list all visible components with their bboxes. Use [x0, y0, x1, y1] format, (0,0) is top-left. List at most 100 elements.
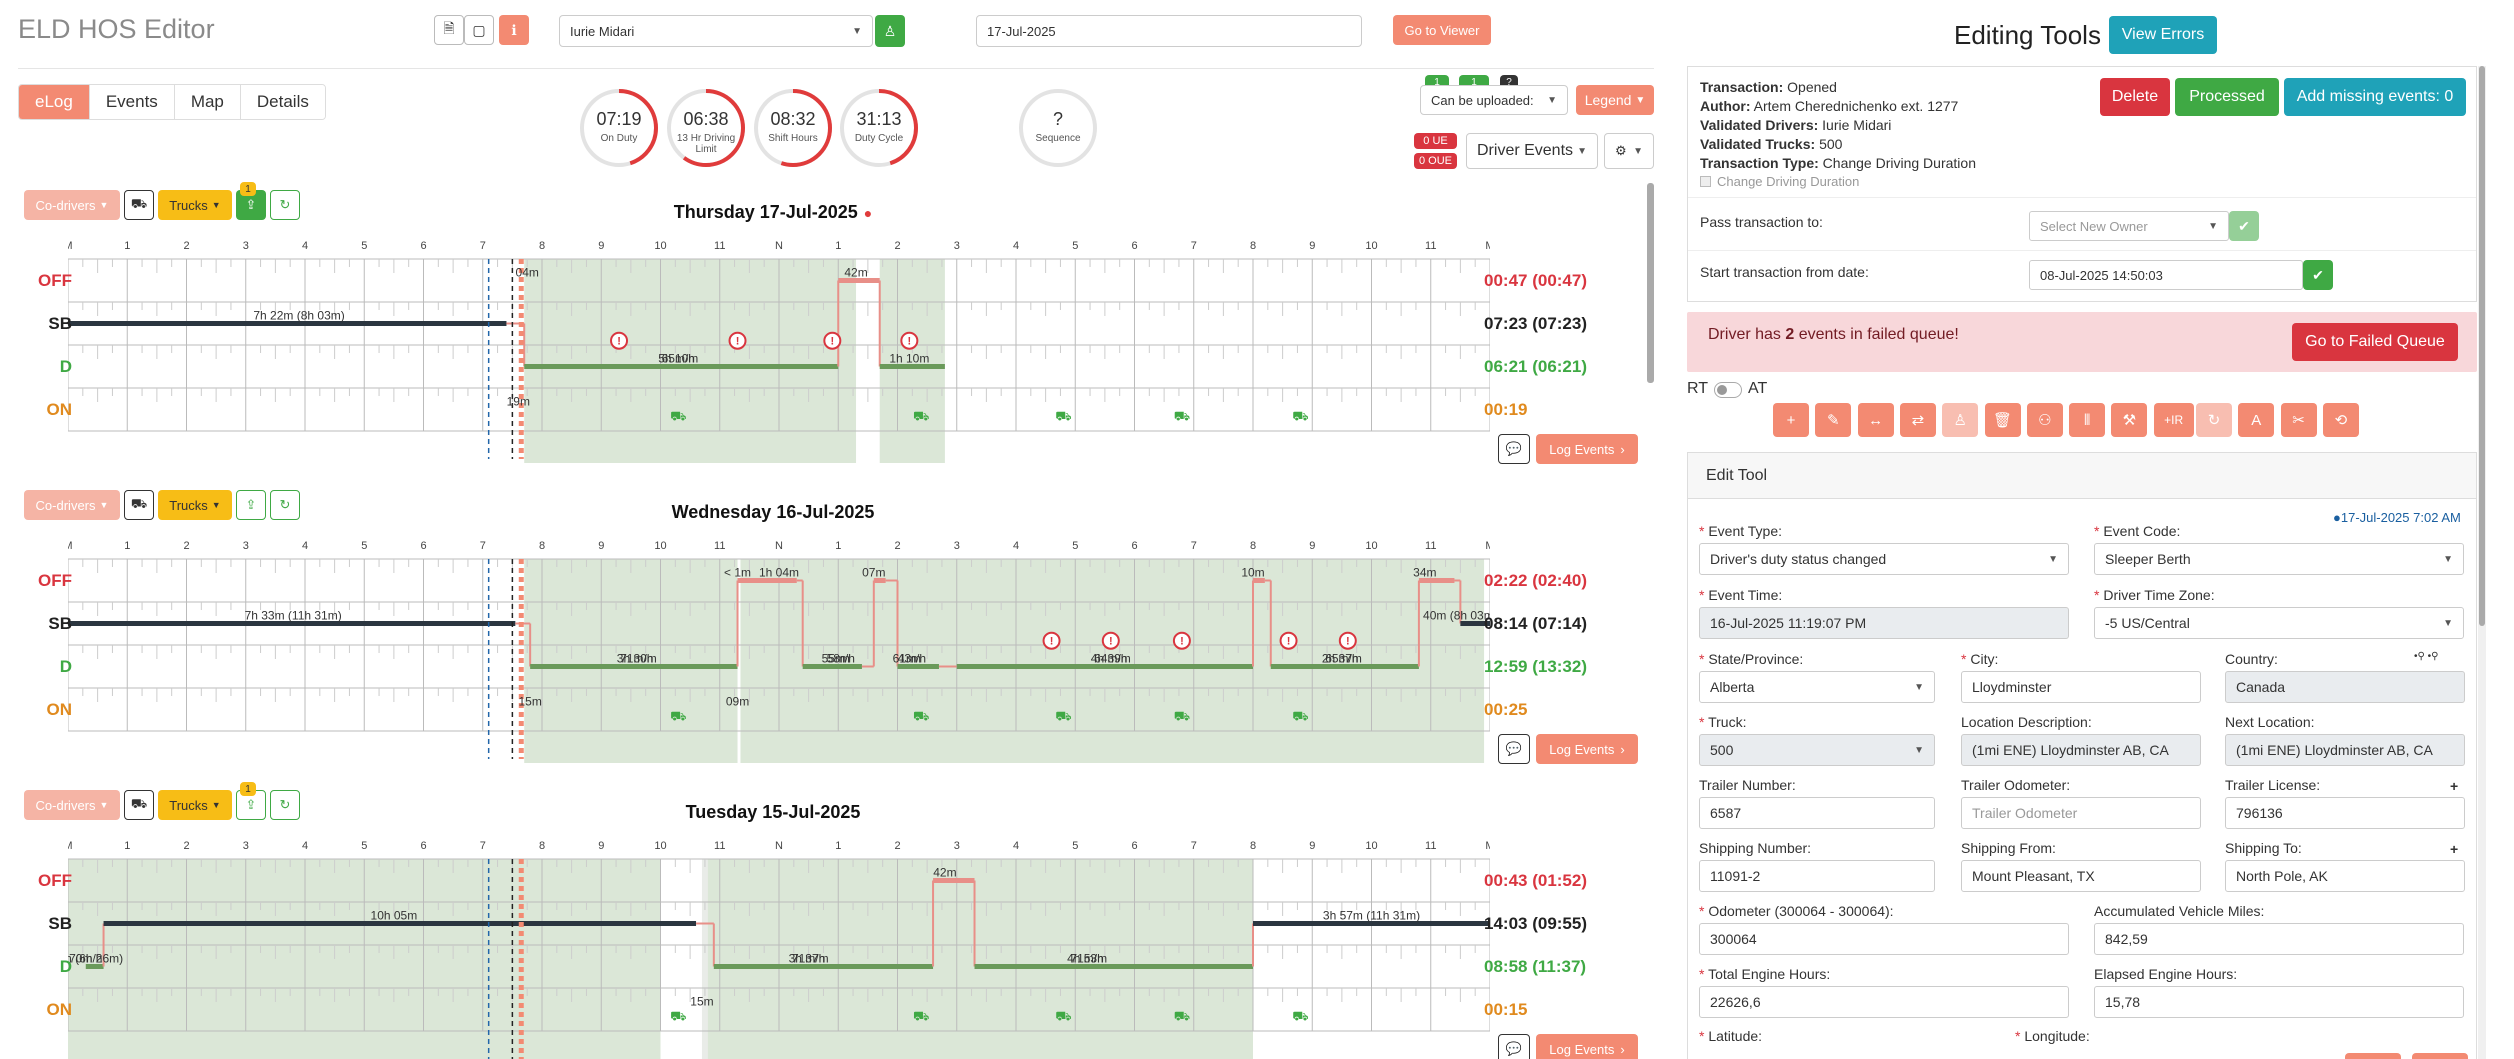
- note-icon-button[interactable]: ▢: [464, 15, 494, 45]
- upload-icon-button[interactable]: ⇪: [236, 490, 266, 520]
- log-events-button[interactable]: Log Events ›: [1536, 434, 1638, 464]
- truck-icon-button[interactable]: ⛟: [124, 190, 154, 220]
- pencil-tool-button[interactable]: ✎: [1815, 403, 1852, 437]
- confirm-start-button[interactable]: ✔: [2303, 260, 2333, 290]
- row-label-on: ON: [46, 699, 73, 719]
- shipping-add-icon[interactable]: +: [2450, 841, 2459, 857]
- right-scrollbar-thumb[interactable]: [2479, 66, 2485, 626]
- coord-button-0[interactable]: [2345, 1053, 2401, 1059]
- ship-from-input[interactable]: Mount Pleasant, TX: [1961, 860, 2201, 892]
- warning-icon: [823, 331, 842, 350]
- coord-button-1[interactable]: [2412, 1053, 2468, 1059]
- refresh-button[interactable]: ↻: [270, 490, 300, 520]
- truck-input[interactable]: 500 ▼: [1699, 734, 1935, 766]
- tab-elog[interactable]: eLog: [19, 85, 90, 119]
- codrivers-button[interactable]: Co-drivers ▼: [24, 790, 120, 820]
- trash-tool-button[interactable]: 🗑: [1984, 403, 2021, 437]
- events-select[interactable]: Driver Events ▼: [1466, 133, 1598, 169]
- view-errors-button[interactable]: View Errors: [2109, 16, 2217, 54]
- comment-button[interactable]: 💬: [1498, 1034, 1530, 1059]
- user-tool-button[interactable]: ♙: [1942, 403, 1979, 437]
- document-icon-button[interactable]: 🗎: [434, 15, 464, 45]
- city-input[interactable]: Lloydminster: [1961, 671, 2201, 703]
- change-duration-checkbox-row[interactable]: Change Driving Duration: [1700, 174, 1859, 189]
- start-date-input[interactable]: 08-Jul-2025 14:50:03: [2029, 260, 2303, 290]
- settings-select[interactable]: ⚙ ▼: [1604, 133, 1654, 169]
- driver-select[interactable]: Iurie Midari ▼: [559, 15, 873, 47]
- plus-tool-button[interactable]: +: [1773, 403, 1809, 437]
- truck-icon-button[interactable]: ⛟: [124, 490, 154, 520]
- trailer-odo-input[interactable]: Trailer Odometer: [1961, 797, 2201, 829]
- new-owner-select[interactable]: Select New Owner ▼: [2029, 211, 2229, 241]
- history-tool-button[interactable]: ⟲: [2322, 403, 2359, 437]
- loc-desc-input[interactable]: (1mi ENE) Lloydminster AB, CA: [1961, 734, 2201, 766]
- trucks-button[interactable]: Trucks ▼: [158, 790, 232, 820]
- columns-tool-button[interactable]: ⫴: [2069, 403, 2106, 437]
- ship-num-input[interactable]: 11091-2: [1699, 860, 1935, 892]
- trailer-num-input[interactable]: 6587: [1699, 797, 1935, 829]
- codrivers-button[interactable]: Co-drivers ▼: [24, 190, 120, 220]
- trucks-button[interactable]: Trucks ▼: [158, 190, 232, 220]
- upload-select[interactable]: Can be uploaded: ▼: [1420, 85, 1568, 115]
- event-type-input[interactable]: Driver's duty status changed ▼: [1699, 543, 2069, 575]
- plus-ir-tool-button[interactable]: +IR: [2153, 403, 2194, 437]
- ship-to-input[interactable]: North Pole, AK: [2225, 860, 2465, 892]
- tab-map[interactable]: Map: [174, 85, 241, 119]
- ship-to-label: Shipping To:: [2225, 840, 2302, 856]
- acc-miles-input[interactable]: 842,59: [2094, 923, 2464, 955]
- eng-hours-input[interactable]: 22626,6: [1699, 986, 2069, 1018]
- driver-profile-button[interactable]: ♙: [875, 15, 905, 47]
- legend-button[interactable]: Legend ▼: [1576, 85, 1654, 115]
- refresh-button[interactable]: ↻: [270, 790, 300, 820]
- log-events-button[interactable]: Log Events ›: [1536, 734, 1638, 764]
- event-time-input[interactable]: 16-Jul-2025 11:19:07 PM: [1699, 607, 2069, 639]
- event-code-input[interactable]: Sleeper Berth ▼: [2094, 543, 2464, 575]
- country-input[interactable]: Canada: [2225, 671, 2465, 703]
- swap-tool-button[interactable]: ⇄: [1899, 403, 1936, 437]
- date-input[interactable]: 17-Jul-2025: [976, 15, 1362, 47]
- truck-icon-button[interactable]: ⛟: [124, 790, 154, 820]
- go-to-failed-queue-button[interactable]: Go to Failed Queue: [2292, 323, 2458, 361]
- rt-at-toggle[interactable]: [1714, 382, 1742, 398]
- comment-button[interactable]: 💬: [1498, 434, 1530, 464]
- processed-button[interactable]: Processed: [2175, 78, 2279, 116]
- go-to-viewer-button[interactable]: Go to Viewer: [1393, 15, 1491, 45]
- trucks-button[interactable]: Trucks ▼: [158, 490, 232, 520]
- duration-label: 71m/h: [792, 951, 825, 965]
- trailer-add-icon[interactable]: +: [2450, 778, 2459, 794]
- tab-events[interactable]: Events: [89, 85, 175, 119]
- hour-label: 6: [420, 240, 426, 252]
- location-pin-icons[interactable]: •⚲ •⚲: [2414, 651, 2439, 662]
- refresh-button[interactable]: ↻: [270, 190, 300, 220]
- sync-tool-button[interactable]: ↻: [2196, 403, 2232, 437]
- delete-button[interactable]: Delete: [2100, 78, 2170, 116]
- next-loc-input[interactable]: (1mi ENE) Lloydminster AB, CA: [2225, 734, 2465, 766]
- day-log-2: Co-drivers ▼ ⛟ Trucks ▼ ⇪ ↻ 1 Tuesday 15-Jul-202…: [18, 782, 1650, 1059]
- info-button[interactable]: ℹ: [499, 15, 529, 45]
- elapsed-input[interactable]: 15,78: [2094, 986, 2464, 1018]
- split-tool-button[interactable]: ↔: [1857, 403, 1894, 437]
- comment-button[interactable]: 💬: [1498, 734, 1530, 764]
- state-input[interactable]: Alberta ▼: [1699, 671, 1935, 703]
- group-tool-button[interactable]: ⚇: [2026, 403, 2063, 437]
- odometer-input[interactable]: 300064: [1699, 923, 2069, 955]
- codrivers-button[interactable]: Co-drivers ▼: [24, 490, 120, 520]
- add-missing-events-button[interactable]: Add missing events: 0: [2284, 78, 2466, 116]
- hour-label: 2: [894, 840, 900, 852]
- trailer-lic-input[interactable]: 796136: [2225, 797, 2465, 829]
- scissors-tool-button[interactable]: ✂: [2280, 403, 2317, 437]
- hour-label: 1: [835, 240, 841, 252]
- confirm-owner-button[interactable]: ✔: [2229, 211, 2259, 241]
- check-icon: ✔: [2312, 266, 2324, 283]
- gauge-fill: [667, 89, 745, 167]
- magic-tool-button[interactable]: ⚒: [2111, 403, 2148, 437]
- checkbox-icon[interactable]: [1700, 176, 1711, 187]
- text-tool-button[interactable]: A: [2238, 403, 2275, 437]
- hour-label: 7: [480, 540, 486, 552]
- scrollbar-thumb[interactable]: [1647, 183, 1654, 383]
- field-label-text: Trailer License:: [2225, 777, 2321, 793]
- log-events-button[interactable]: Log Events ›: [1536, 1034, 1638, 1059]
- tz-input[interactable]: -5 US/Central ▼: [2094, 607, 2464, 639]
- plus-icon: +: [1786, 411, 1796, 429]
- tab-details[interactable]: Details: [240, 85, 325, 119]
